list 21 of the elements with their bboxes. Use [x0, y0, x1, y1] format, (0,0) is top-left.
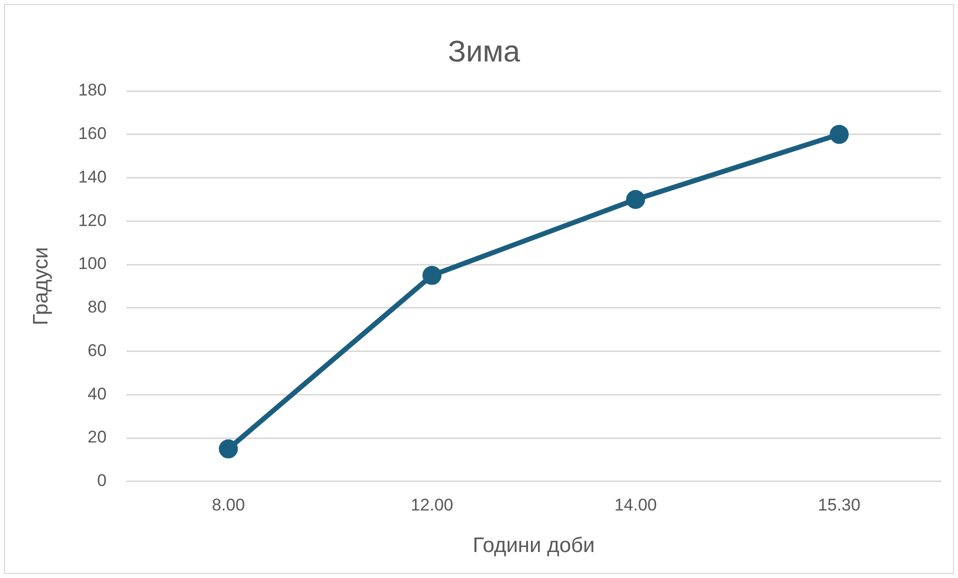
x-tick-label: 14.00	[614, 495, 657, 514]
y-tick-label: 60	[88, 340, 107, 360]
y-tick-label: 80	[88, 298, 107, 317]
point	[830, 124, 849, 144]
y-tick-label: 160	[78, 124, 107, 144]
y-tick-label: 140	[78, 167, 107, 186]
x-axis-title: Години доби	[472, 534, 595, 558]
point	[422, 266, 442, 285]
y-tick-label: 40	[88, 384, 107, 404]
x-tick-label: 8.00	[212, 495, 245, 514]
y-tick-label: 100	[78, 254, 107, 274]
y-tick-label: 0	[97, 471, 107, 490]
y-tick-label: 120	[78, 210, 107, 230]
point	[626, 190, 646, 209]
y-tick-label: 180	[78, 80, 107, 100]
x-tick-label: 15.30	[818, 495, 860, 514]
x-tick-label: 12.00	[410, 495, 454, 514]
point	[218, 439, 238, 458]
y-axis-title: Градуси	[29, 247, 52, 326]
y-tick-label: 20	[88, 428, 107, 447]
chart-title: Зима	[448, 35, 520, 68]
